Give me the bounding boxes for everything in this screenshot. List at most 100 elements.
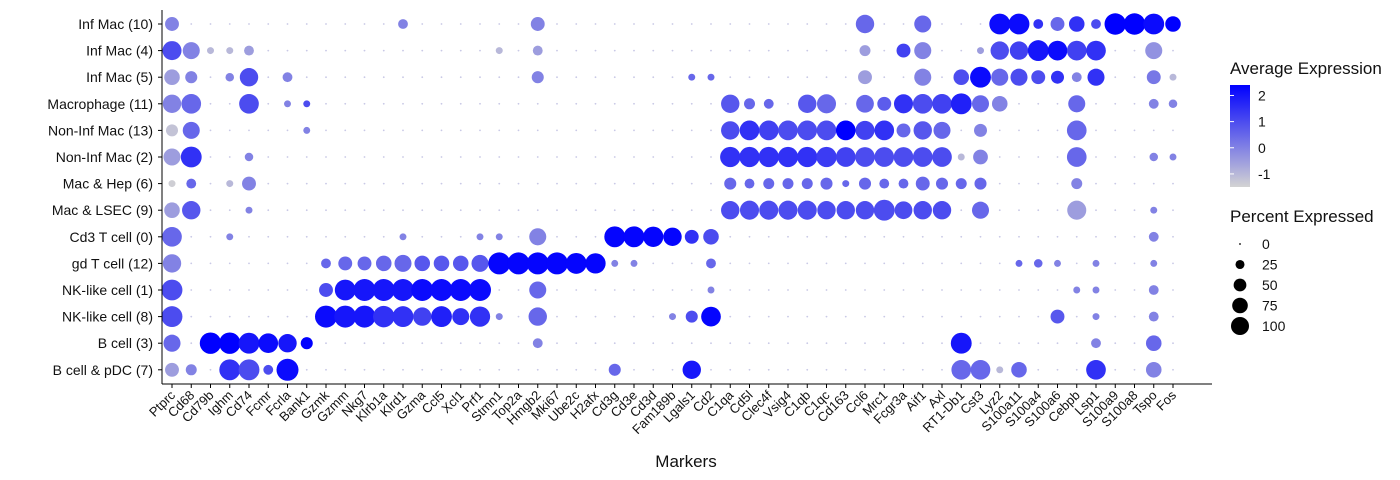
dot-Cd5l-12 — [748, 342, 751, 345]
dot-Fcrla-8 — [286, 235, 289, 238]
dot-H2afx-13 — [594, 368, 597, 371]
dot-Aif1-10 — [921, 289, 924, 291]
dot-S100a11-5 — [1018, 156, 1020, 158]
dot-Cd79b-8 — [209, 235, 212, 238]
dot-Lsp1-3 — [1095, 102, 1097, 105]
dot-Aif1-5 — [912, 147, 933, 167]
dot-Stmn1-9 — [488, 252, 511, 275]
dot-Cd68-12 — [190, 342, 193, 345]
dot-Cd79b-13 — [209, 368, 212, 371]
dot-S100a8-1 — [1133, 49, 1136, 52]
dot-Gzmm-9 — [338, 256, 353, 271]
dot-Gzmm-7 — [344, 209, 347, 212]
dot-Cd68-7 — [182, 200, 201, 220]
dot-Cd163-11 — [844, 315, 847, 318]
dot-Xcl1-9 — [452, 255, 469, 272]
dot-Cd3e-4 — [633, 129, 635, 132]
dot-Klrd1-12 — [402, 342, 404, 345]
dot-Cst3-6 — [974, 177, 987, 190]
dot-H2afx-12 — [594, 342, 597, 345]
dot-Ube2c-3 — [575, 102, 578, 105]
dot-C1qb-12 — [806, 342, 809, 345]
dot-Fcrla-12 — [278, 333, 297, 353]
dot-Fos-5 — [1169, 153, 1177, 161]
dot-Xcl1-12 — [459, 342, 462, 345]
dot-Top2a-7 — [517, 209, 520, 212]
dot-Prf1-13 — [479, 368, 481, 371]
dot-C1qb-8 — [806, 235, 809, 238]
dot-Ube2c-12 — [575, 342, 578, 345]
dot-Aif1-3 — [912, 93, 933, 114]
size-legend-dot — [1230, 316, 1250, 336]
dot-C1qb-3 — [798, 94, 817, 114]
dot-Gzmm-12 — [344, 342, 347, 345]
dot-C1qc-7 — [817, 200, 836, 220]
dot-Fcrla-2 — [282, 72, 293, 83]
dot-Fos-6 — [1172, 182, 1174, 185]
dot-Klrd1-7 — [402, 209, 404, 212]
size-legend-dot — [1235, 259, 1245, 270]
dot-Lgals1-7 — [690, 209, 693, 212]
dot-Fam189b-2 — [671, 76, 674, 79]
dot-Ube2c-10 — [575, 289, 578, 291]
dot-Cd79b-0 — [209, 23, 212, 25]
color-legend-tick: 0 — [1258, 140, 1266, 156]
dot-S100a6-5 — [1056, 156, 1059, 158]
dot-Fam189b-1 — [671, 49, 674, 52]
dot-S100a9-0 — [1104, 13, 1126, 35]
dot-Prf1-0 — [479, 23, 481, 25]
dot-Lyz2-9 — [998, 262, 1001, 265]
y-tick-label: Non-Inf Mac (2) — [56, 149, 153, 165]
dot-Stmn1-11 — [495, 313, 503, 321]
dot-Cd3e-7 — [633, 209, 635, 212]
dot-Cd2-5 — [710, 156, 712, 158]
dot-Gzmm-6 — [344, 182, 347, 185]
dot-Fcmr-13 — [263, 364, 274, 375]
dot-Fcgr3a-7 — [894, 201, 913, 220]
dot-Cebpb-5 — [1066, 147, 1087, 167]
dot-Cd74-9 — [248, 262, 250, 265]
dot-Axl-8 — [941, 235, 943, 238]
dot-Ube2c-13 — [575, 368, 578, 371]
dot-Ccl6-7 — [855, 200, 875, 220]
dot-Cd163-12 — [844, 342, 847, 345]
dot-Clec4f-12 — [767, 342, 770, 345]
dot-Fos-0 — [1165, 16, 1181, 32]
dot-Nkg7-5 — [363, 156, 366, 158]
dot-Cst3-9 — [979, 262, 982, 265]
dot-Gzma-1 — [421, 49, 424, 52]
dot-Tspo-0 — [1143, 13, 1165, 35]
dot-Axl-7 — [932, 200, 952, 220]
dot-Ube2c-7 — [575, 209, 578, 212]
dot-Gzma-13 — [421, 368, 424, 371]
dot-Cd2-4 — [710, 129, 712, 132]
dot-Lsp1-2 — [1087, 68, 1105, 86]
dot-Mki67-7 — [556, 209, 558, 212]
dot-Clec4f-0 — [767, 23, 770, 25]
dot-Hmgb2-0 — [530, 17, 545, 31]
dot-Cd163-3 — [844, 102, 847, 105]
dot-Fcrla-1 — [286, 49, 289, 52]
dot-Axl-4 — [933, 121, 951, 139]
dot-H2afx-1 — [594, 49, 597, 52]
dot-Fcmr-10 — [267, 289, 270, 291]
dot-Tspo-8 — [1148, 231, 1159, 242]
dot-Mki67-1 — [556, 49, 558, 52]
dot-Gzmm-10 — [334, 279, 356, 301]
dot-Gzmm-11 — [334, 305, 357, 328]
dot-Hmgb2-4 — [536, 129, 539, 132]
dot-Lgals1-3 — [690, 102, 693, 105]
dot-Nkg7-8 — [363, 235, 366, 238]
dot-Klrd1-8 — [399, 233, 407, 241]
dot-Klrb1a-13 — [382, 368, 385, 371]
dot-Mrc1-12 — [883, 342, 886, 345]
dot-Lsp1-1 — [1086, 40, 1106, 61]
dot-Mki67-12 — [556, 342, 558, 345]
dot-S100a6-11 — [1050, 309, 1065, 324]
dot-Cd68-6 — [186, 178, 197, 189]
dot-Gzmm-5 — [344, 156, 347, 158]
dot-C1qc-12 — [825, 342, 828, 345]
dot-Cd5l-0 — [748, 23, 751, 25]
dot-S100a4-9 — [1033, 259, 1043, 268]
dot-Top2a-8 — [517, 235, 520, 238]
